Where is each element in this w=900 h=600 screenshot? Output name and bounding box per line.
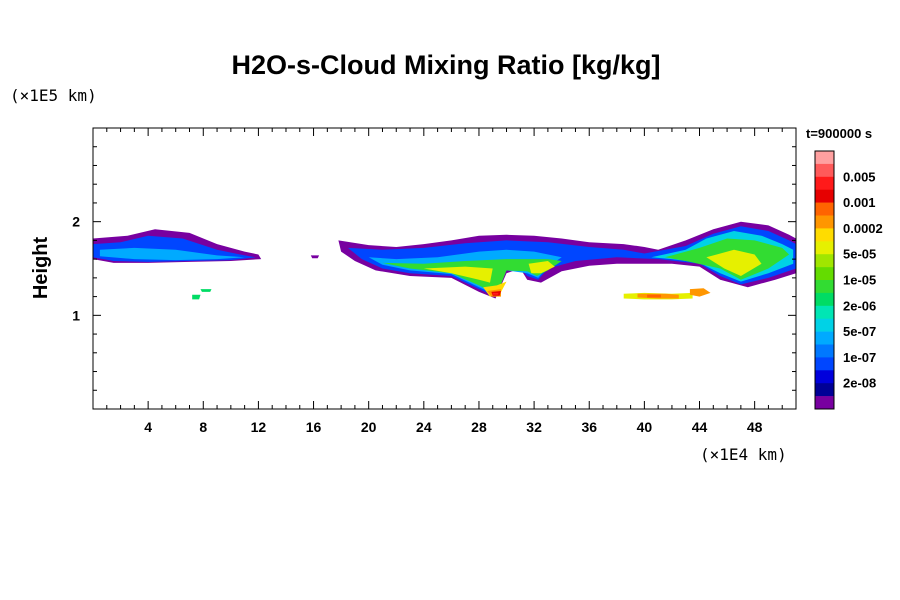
colorbar-swatch <box>815 370 834 384</box>
colorbar-swatch <box>815 228 834 242</box>
y-axis-label: Height <box>30 237 52 300</box>
y-tick-label: 1 <box>72 307 80 323</box>
colorbar-swatch <box>815 215 834 229</box>
colorbar-label: 0.001 <box>843 195 876 210</box>
x-tick-label: 28 <box>471 419 487 435</box>
colorbar-swatch <box>815 292 834 307</box>
colorbar-label: 2e-08 <box>843 376 876 391</box>
contour-region-3 <box>310 255 320 259</box>
colorbar-label: 5e-05 <box>843 247 876 262</box>
colorbar-swatch <box>815 344 834 358</box>
colorbar-swatch <box>815 241 834 255</box>
x-axis-unit: (×1E4 km) <box>700 445 787 464</box>
colorbar-swatch <box>815 318 834 332</box>
time-label: t=900000 s <box>806 126 872 141</box>
x-tick-label: 44 <box>692 419 708 435</box>
colorbar-swatch <box>815 189 834 203</box>
colorbar-frame <box>814 150 835 410</box>
chart-title: H2O-s-Cloud Mixing Ratio [kg/kg] <box>232 50 661 80</box>
x-tick-label: 36 <box>581 419 597 435</box>
colorbar-swatch <box>815 151 834 165</box>
colorbar-swatch <box>815 383 834 397</box>
x-tick-label: 20 <box>361 419 377 435</box>
x-tick-label: 4 <box>144 419 152 435</box>
colorbar-swatch <box>815 280 834 294</box>
x-tick-label: 24 <box>416 419 432 435</box>
x-tick-label: 12 <box>251 419 267 435</box>
x-tick-label: 32 <box>526 419 542 435</box>
plot-frame <box>92 127 797 410</box>
contour-region-2 <box>99 247 245 261</box>
y-axis-unit: (×1E5 km) <box>10 86 97 105</box>
x-tick-label: 16 <box>306 419 322 435</box>
colorbar-swatch <box>815 357 834 371</box>
colorbar-swatch <box>815 331 834 345</box>
contour-region-21 <box>192 294 201 300</box>
colorbar-swatch <box>815 163 834 178</box>
contour-region-10 <box>423 266 493 283</box>
contour-region-20 <box>647 294 661 298</box>
contour-region-16 <box>492 292 499 295</box>
y-tick-label: 2 <box>72 214 80 230</box>
x-tick-label: 8 <box>199 419 207 435</box>
colorbar-swatch <box>815 176 834 190</box>
colorbar-label: 1e-07 <box>843 350 876 365</box>
colorbar-swatch <box>815 254 834 268</box>
colorbar-label: 2e-06 <box>843 298 876 313</box>
x-tick-label: 48 <box>747 419 763 435</box>
colorbar-label: 1e-05 <box>843 273 876 288</box>
contour-region-22 <box>200 289 212 292</box>
contour-region-11 <box>528 261 555 274</box>
colorbar-label: 5e-07 <box>843 324 876 339</box>
x-tick-label: 40 <box>637 419 653 435</box>
plot-area <box>93 221 796 300</box>
colorbar-label: 0.005 <box>843 169 876 184</box>
contour-region-5 <box>348 226 796 297</box>
colorbar-swatch <box>815 267 834 281</box>
colorbar: 0.005 0.001 0.0002 5e-05 1e-05 2e-06 5e-07 1e-0… <box>814 150 883 410</box>
colorbar-swatch <box>815 305 834 319</box>
colorbar-swatch <box>815 396 834 410</box>
colorbar-swatch <box>815 202 834 216</box>
contour-region-12 <box>706 249 762 276</box>
colorbar-label: 0.0002 <box>843 221 883 236</box>
contour-region-19 <box>689 288 711 297</box>
